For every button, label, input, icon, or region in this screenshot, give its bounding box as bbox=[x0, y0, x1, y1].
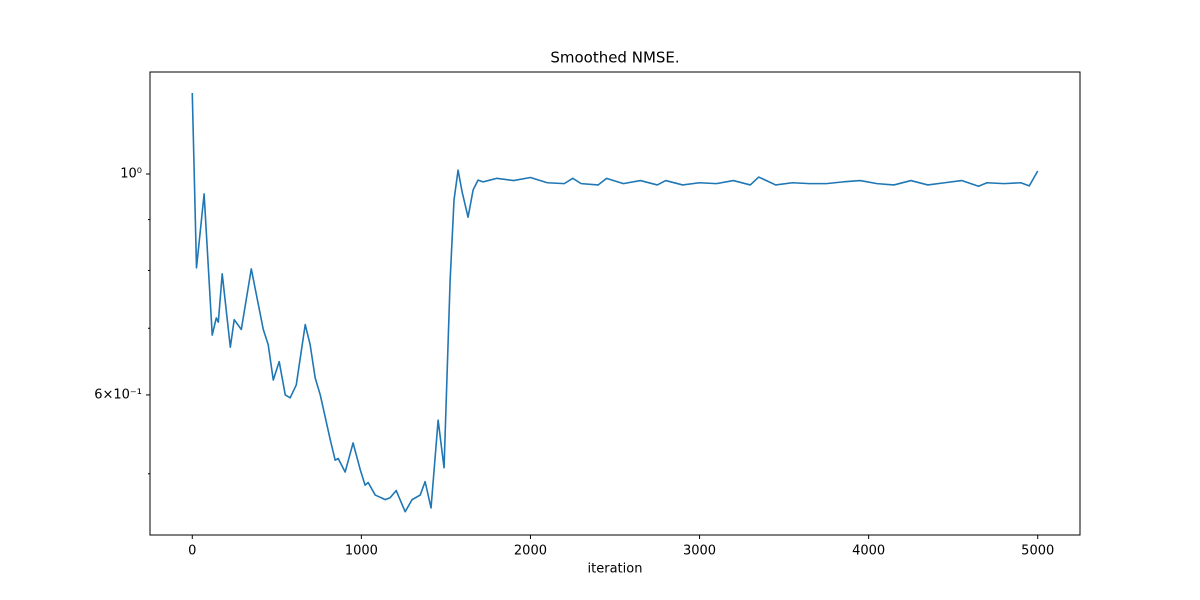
chart-title: Smoothed NMSE. bbox=[550, 49, 679, 67]
x-tick-label: 3000 bbox=[683, 544, 716, 559]
line-series bbox=[191, 92, 1039, 513]
x-tick-label: 5000 bbox=[1021, 544, 1054, 559]
y-tick-label: 6×10⁻¹ bbox=[94, 387, 142, 402]
x-tick-label: 4000 bbox=[852, 544, 885, 559]
x-tick-label: 0 bbox=[188, 544, 196, 559]
x-tick-label: 1000 bbox=[345, 544, 378, 559]
x-axis-label: iteration bbox=[588, 562, 643, 577]
plot-frame bbox=[149, 71, 1081, 536]
y-tick-label: 10⁰ bbox=[120, 167, 142, 182]
x-tick-label: 2000 bbox=[514, 544, 547, 559]
